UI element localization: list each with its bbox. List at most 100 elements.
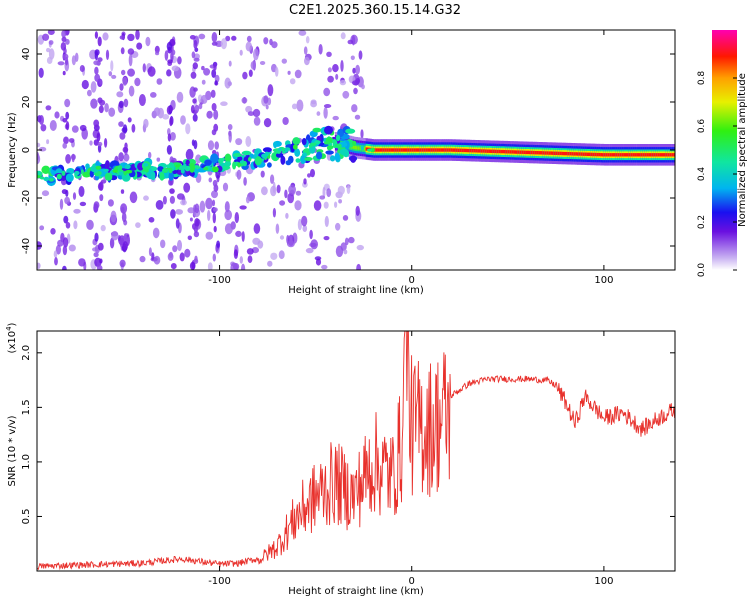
spectrogram-streak [210,89,216,98]
spectrogram-band-cell [665,153,668,157]
spectrogram-streak [194,218,200,227]
spectrogram-speckle [279,235,285,240]
spectrogram-speckle [241,231,245,242]
spectrogram-speckle [225,35,231,42]
spectrogram-speckle [344,237,349,246]
spectrogram-blob [82,171,91,178]
spectrogram-band-cell [425,148,428,152]
spectrogram-speckle [313,200,322,211]
spectrogram-band-cell [644,153,647,157]
spectrogram-speckle [134,77,141,87]
spectrogram-blob [168,171,174,181]
spectrogram-speckle [53,250,58,258]
spectrogram-speckle [175,209,181,215]
spectrogram-streak [169,117,173,127]
spectrogram-speckle [233,249,238,259]
spectrogram-band-cell [540,151,543,155]
spectrogram-streak [212,253,216,262]
spectrogram-speckle [89,140,93,146]
spectrogram-band-cell [513,150,516,154]
spectrogram-band-cell [536,151,539,155]
spectrogram-band-cell [390,148,393,152]
spectrogram-speckle [278,250,285,260]
spectrogram-x-tick-label: 0 [409,275,415,286]
spectrogram-blob [224,153,232,163]
spectrogram-band-cell [490,149,493,153]
spectrogram-speckle [45,105,52,111]
spectrogram-band-cell [586,152,589,156]
spectrogram-speckle [41,190,50,197]
spectrogram-streak [169,132,176,141]
spectrogram-blob [275,152,284,158]
spectrogram-speckle [222,182,229,192]
spectrogram-speckle [104,138,108,148]
spectrogram-band-cell [611,153,614,157]
spectrogram-hotspot [360,145,364,151]
spectrogram-speckle [309,229,313,240]
spectrogram-band-cell [600,153,603,157]
snr-x-tick-label: 100 [594,576,613,587]
spectrogram-streak [190,71,197,79]
spectrogram-speckle [79,124,87,132]
spectrogram-speckle [271,41,278,49]
spectrogram-band-cell [590,152,593,157]
spectrogram-speckle [342,215,349,221]
spectrogram-band-cell [356,146,359,150]
spectrogram-speckle [323,87,331,97]
spectrogram-streak [191,51,196,59]
spectrogram-streak [121,212,127,223]
spectrogram-streak [93,201,100,209]
spectrogram-blob [189,162,195,173]
spectrogram-band-cell [669,153,672,157]
spectrogram-hotspot [166,164,172,169]
spectrogram-speckle [162,195,167,205]
spectrogram-streak [119,83,124,91]
spectrogram-band-cell [446,148,449,152]
spectrogram-speckle [48,48,55,60]
snr-series-line [37,331,675,571]
spectrogram-speckle [272,207,276,218]
spectrogram-streak [193,87,198,92]
spectrogram-hotspot [332,139,337,145]
spectrogram-blob [262,147,272,153]
spectrogram-streak [62,118,68,123]
spectrogram-speckle [303,178,307,185]
colorbar-tick-label: 0.6 [697,119,707,134]
spectrogram-speckle [327,75,334,83]
spectrogram-speckle [236,169,242,180]
spectrogram-speckle [343,249,348,255]
spectrogram-band-cell [577,152,580,156]
spectrogram-speckle [335,245,344,257]
spectrogram-blob [316,151,323,160]
spectrogram-band-cell [592,152,595,157]
spectrogram-band-cell [628,153,632,157]
spectrogram-band-cell [648,153,651,157]
spectrogram-blob [104,172,113,181]
spectrogram-speckle [172,245,178,253]
spectrogram-speckle [203,68,211,76]
spectrogram-speckle [332,115,339,121]
spectrogram-band-cell [580,152,583,156]
spectrogram-hotspot [103,168,109,172]
spectrogram-band-cell [642,153,645,157]
spectrogram-streak [94,31,98,39]
spectrogram-speckle [155,51,160,56]
spectrogram-speckle [245,136,252,147]
spectrogram-blob [232,153,242,157]
spectrogram-speckle [37,142,41,148]
spectrogram-hotspot [314,140,321,145]
spectrogram-speckle [46,47,51,53]
spectrogram-speckle [199,200,206,213]
spectrogram-streak [120,189,125,194]
spectrogram-band-cell [567,152,570,156]
spectrogram-speckle [228,131,232,143]
spectrogram-streak [97,36,102,47]
spectrogram-band-cell [627,153,630,157]
spectrogram-speckle [281,58,287,64]
spectrogram-speckle [166,69,172,77]
spectrogram-streak [122,146,129,153]
spectrogram-speckle [295,190,302,196]
spectrogram-y-tick-label: -20 [21,190,32,206]
spectrogram-band-cell [471,149,474,153]
spectrogram-speckle [37,153,41,165]
